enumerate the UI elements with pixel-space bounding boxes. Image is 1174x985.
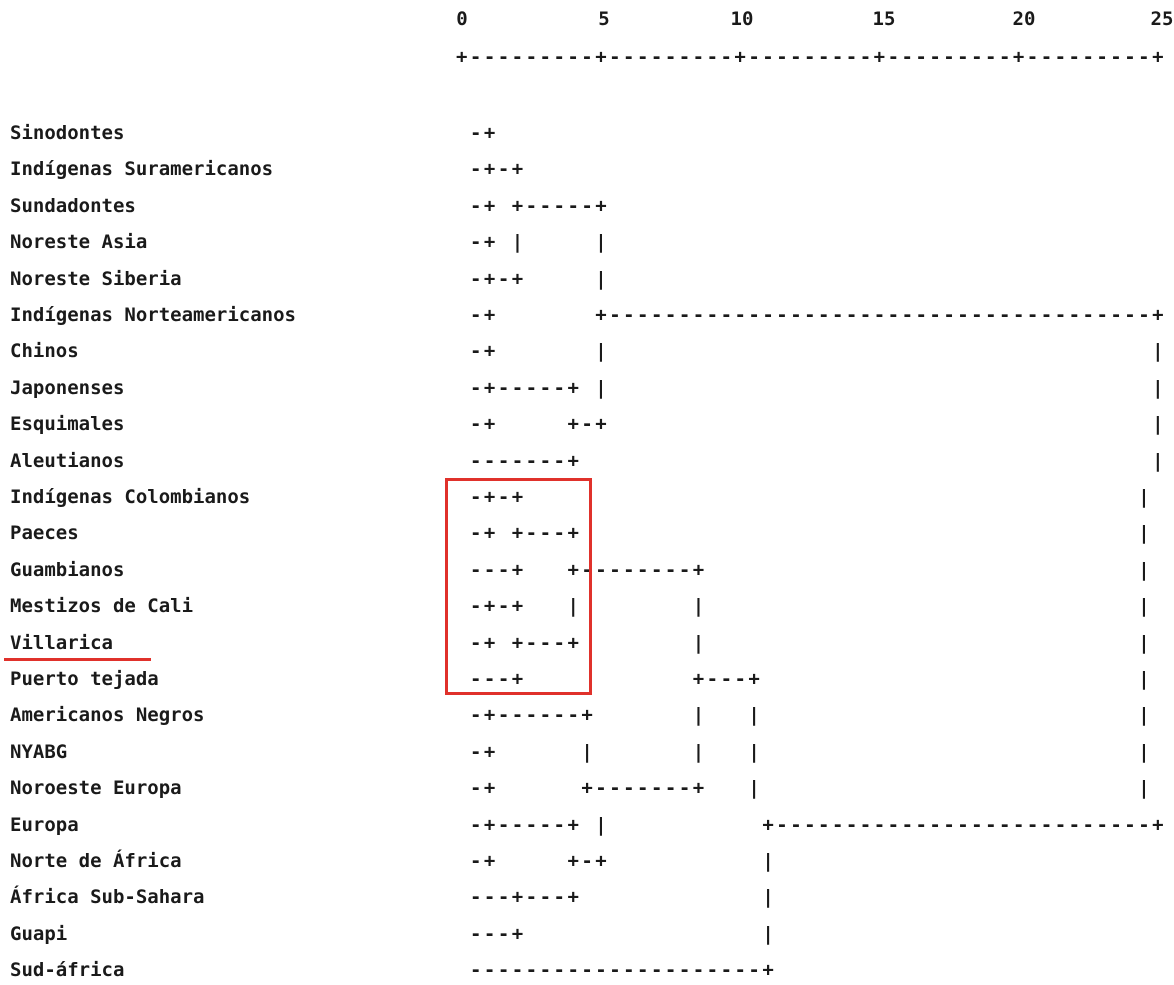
row-label: Sundadontes	[10, 194, 136, 217]
row-label: Noroeste Europa	[10, 777, 182, 800]
row-label: NYABG	[10, 740, 68, 763]
scale-tick-10: 10	[730, 8, 754, 30]
scale-tick-15: 15	[872, 8, 896, 30]
tree-branch: -+-----+ | +---------------------------+	[470, 813, 1167, 836]
row-label: Indígenas Suramericanos	[10, 158, 274, 181]
row-label: Villarica	[10, 631, 113, 654]
row-label: Americanos Negros	[10, 704, 205, 727]
row-label: Sud-áfrica	[10, 959, 125, 982]
scale-tick-20: 20	[1012, 8, 1036, 30]
tree-branch: -+-+ |	[470, 486, 1153, 508]
villarica-underline	[4, 658, 151, 661]
row-label: Indígenas Norteamericanos	[10, 304, 296, 326]
tree-branch: -+-+	[470, 158, 526, 181]
highlight-box	[445, 478, 592, 695]
scale-tick-0: 0	[456, 8, 468, 30]
tree-branch: ---+---+ |	[470, 886, 777, 909]
tree-branch: -+ | |	[470, 340, 1167, 363]
row-label: Norte de África	[10, 850, 182, 872]
tree-branch: -+ +-----+	[470, 194, 610, 217]
row-label: Noreste Asia	[10, 231, 148, 254]
scale-tick-25: 25	[1150, 8, 1174, 30]
row-label: África Sub-Sahara	[10, 886, 205, 909]
tree-branch: ---+ |	[470, 922, 777, 945]
tree-branch: -+------+ | | |	[470, 704, 1153, 727]
row-label: Guambianos	[10, 558, 125, 581]
row-label: Noreste Siberia	[10, 267, 182, 290]
tree-branch: -+-----+ | |	[470, 376, 1167, 399]
tree-branch: -+ +-+ |	[470, 850, 777, 872]
row-label: Europa	[10, 813, 79, 836]
row-label: Mestizos de Cali	[10, 595, 194, 618]
tree-branch: -+ | |	[470, 231, 610, 254]
row-label: Aleutianos	[10, 449, 125, 472]
tree-branch: ---------------------+	[470, 959, 777, 982]
row-label: Guapi	[10, 922, 68, 945]
row-label: Japonenses	[10, 376, 125, 399]
row-label: Sinodontes	[10, 122, 125, 144]
row-label: Puerto tejada	[10, 668, 159, 690]
scale-tick-5: 5	[598, 8, 610, 30]
tree-branch: -+ +------------------------------------…	[470, 304, 1167, 326]
tree-branch: -+-+ | | |	[470, 595, 1153, 618]
row-label: Paeces	[10, 522, 79, 545]
tree-branch: ---+ +---+ |	[470, 668, 1153, 690]
tree-branch: -+ +---+ |	[470, 522, 1153, 545]
tree-branch: ---+ +--------+ |	[470, 558, 1153, 581]
tree-branch: -+-+ |	[470, 267, 610, 290]
tree-branch: -+ +-+ |	[470, 413, 1167, 436]
tree-branch: -------+ |	[470, 449, 1167, 472]
scale-axis-line: +---------+---------+---------+---------…	[456, 46, 1166, 68]
row-label: Indígenas Colombianos	[10, 486, 251, 508]
tree-branch: -+	[470, 122, 498, 144]
row-label: Chinos	[10, 340, 79, 363]
tree-branch: -+ +---+ | |	[470, 631, 1153, 654]
tree-branch: -+ +-------+ | |	[470, 777, 1153, 800]
tree-branch: -+ | | | |	[470, 740, 1153, 763]
row-label: Esquimales	[10, 413, 125, 436]
